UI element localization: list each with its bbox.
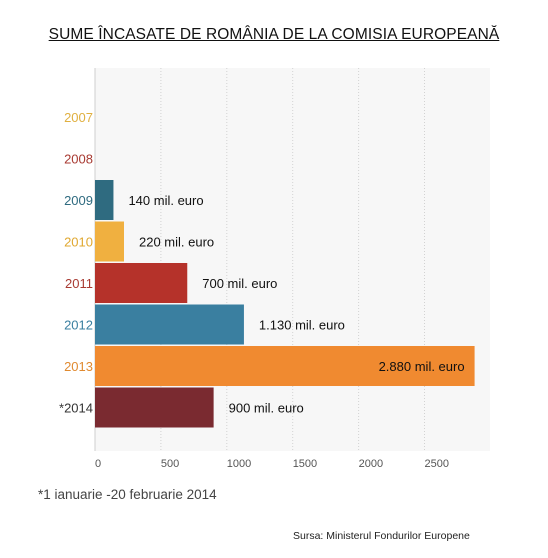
data-labels: 140 mil. euro 220 mil. euro 700 mil. euro 1…: [128, 193, 464, 416]
category-label: 2011: [65, 276, 93, 291]
x-tick-labels: 0 500 1000 1500 2000 2500: [95, 458, 449, 470]
category-labels: 2007 2008 2009 2010 2011 2012 2013 *2014: [59, 110, 93, 416]
category-label: 2009: [64, 193, 93, 208]
data-label: 2.880 mil. euro: [379, 359, 465, 374]
data-label: 700 mil. euro: [202, 276, 277, 291]
category-label: 2010: [64, 235, 93, 250]
bar: [95, 180, 114, 220]
x-tick-label: 1500: [293, 458, 317, 470]
bar: [95, 387, 214, 428]
category-label: *2014: [59, 401, 93, 416]
data-label: 900 mil. euro: [229, 401, 304, 416]
data-label: 220 mil. euro: [139, 235, 214, 250]
bars: [95, 180, 475, 428]
bar: [95, 346, 475, 386]
bar: [95, 304, 244, 345]
data-label: 1.130 mil. euro: [259, 318, 345, 333]
x-tick-label: 500: [161, 458, 179, 470]
chart-title: SUME ÎNCASATE DE ROMÂNIA DE LA COMISIA E…: [48, 26, 500, 43]
category-label: 2012: [64, 318, 93, 333]
category-label: 2008: [64, 152, 93, 167]
x-tick-label: 2000: [359, 458, 383, 470]
category-label: 2007: [64, 110, 93, 125]
x-tick-label: 0: [95, 458, 101, 470]
x-tick-label: 2500: [425, 458, 449, 470]
bar: [95, 221, 124, 262]
bar: [95, 263, 188, 303]
data-label: 140 mil. euro: [128, 193, 203, 208]
source-note: Sursa: Ministerul Fondurilor Europene: [293, 530, 470, 542]
footnote: *1 ianuarie -20 februarie 2014: [38, 487, 217, 502]
x-tick-label: 1000: [227, 458, 251, 470]
category-label: 2013: [64, 359, 93, 374]
bar-chart: 2007 2008 2009 2010 2011 2012 2013 *2014 140 mi…: [59, 68, 475, 470]
